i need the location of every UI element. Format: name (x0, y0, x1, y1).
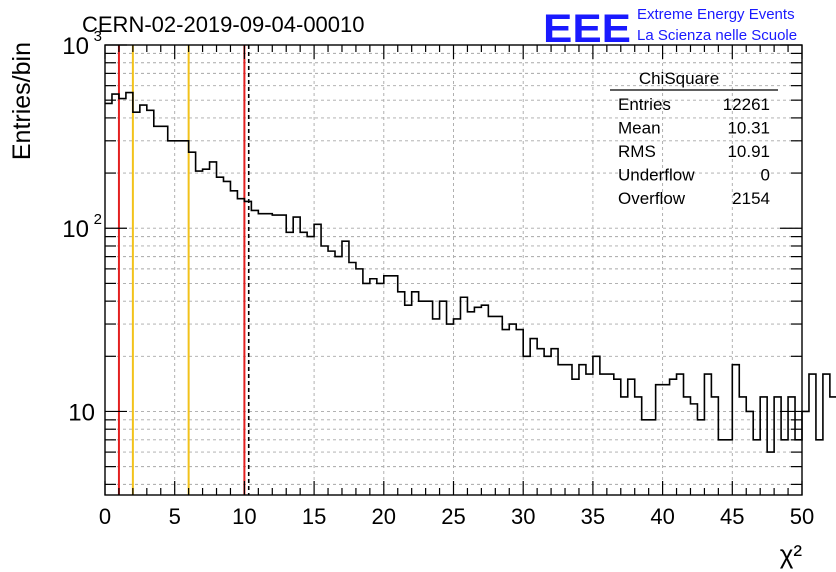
x-tick-label: 20 (372, 504, 396, 529)
x-axis-label: χ² (780, 539, 803, 569)
axes (104, 44, 803, 496)
stats-row-label: Overflow (618, 189, 686, 208)
y-axis-label: Entries/bin (8, 42, 36, 160)
x-tick-label: 45 (720, 504, 744, 529)
eee-logo-mark: EEE (543, 7, 631, 51)
x-tick-labels: 0 5 10 15 20 25 30 35 40 45 50 (99, 504, 814, 529)
histogram-series (105, 91, 836, 453)
grid (105, 44, 802, 495)
x-tick-label: 40 (650, 504, 674, 529)
stats-row-label: Mean (618, 119, 661, 138)
x-tick-label: 50 (790, 504, 814, 529)
x-tick-label: 25 (441, 504, 465, 529)
eee-logo: EEE Extreme Energy Events La Scienza nel… (543, 6, 797, 51)
stats-row-label: Underflow (618, 166, 695, 185)
x-tick-label: 35 (581, 504, 605, 529)
eee-logo-line1: Extreme Energy Events (637, 6, 795, 23)
marker-lines (117, 45, 250, 495)
y-tick-label-exponent: 3 (94, 28, 102, 45)
x-tick-label: 0 (99, 504, 111, 529)
stats-row-value: 0 (761, 166, 770, 185)
stats-row-value: 10.31 (727, 119, 770, 138)
stats-row-value: 12261 (723, 95, 770, 114)
stats-row-label: RMS (618, 142, 656, 161)
x-tick-label: 30 (511, 504, 535, 529)
stats-row-value: 2154 (732, 189, 770, 208)
histogram (105, 91, 836, 453)
x-tick-label: 5 (169, 504, 181, 529)
stats-row-value: 10.91 (727, 142, 770, 161)
y-tick-label-exponent: 2 (94, 211, 102, 228)
chart-title: CERN-02-2019-09-04-00010 (82, 12, 365, 37)
stats-box: ChiSquare Entries 12261 Mean 10.31 RMS 10.91 U… (610, 69, 778, 208)
y-tick-labels: 10 10 2 10 3 (62, 28, 102, 426)
x-tick-label: 15 (302, 504, 326, 529)
stats-rows: Entries 12261 Mean 10.31 RMS 10.91 Underflow 0 O… (618, 95, 770, 208)
y-tick-label: 10 (62, 33, 89, 60)
y-tick-label: 10 (62, 216, 89, 243)
x-tick-label: 10 (232, 504, 256, 529)
stats-box-name: ChiSquare (639, 69, 719, 88)
eee-logo-line2: La Scienza nelle Scuole (637, 27, 797, 44)
y-tick-label: 10 (68, 399, 95, 426)
stats-row-label: Entries (618, 95, 671, 114)
